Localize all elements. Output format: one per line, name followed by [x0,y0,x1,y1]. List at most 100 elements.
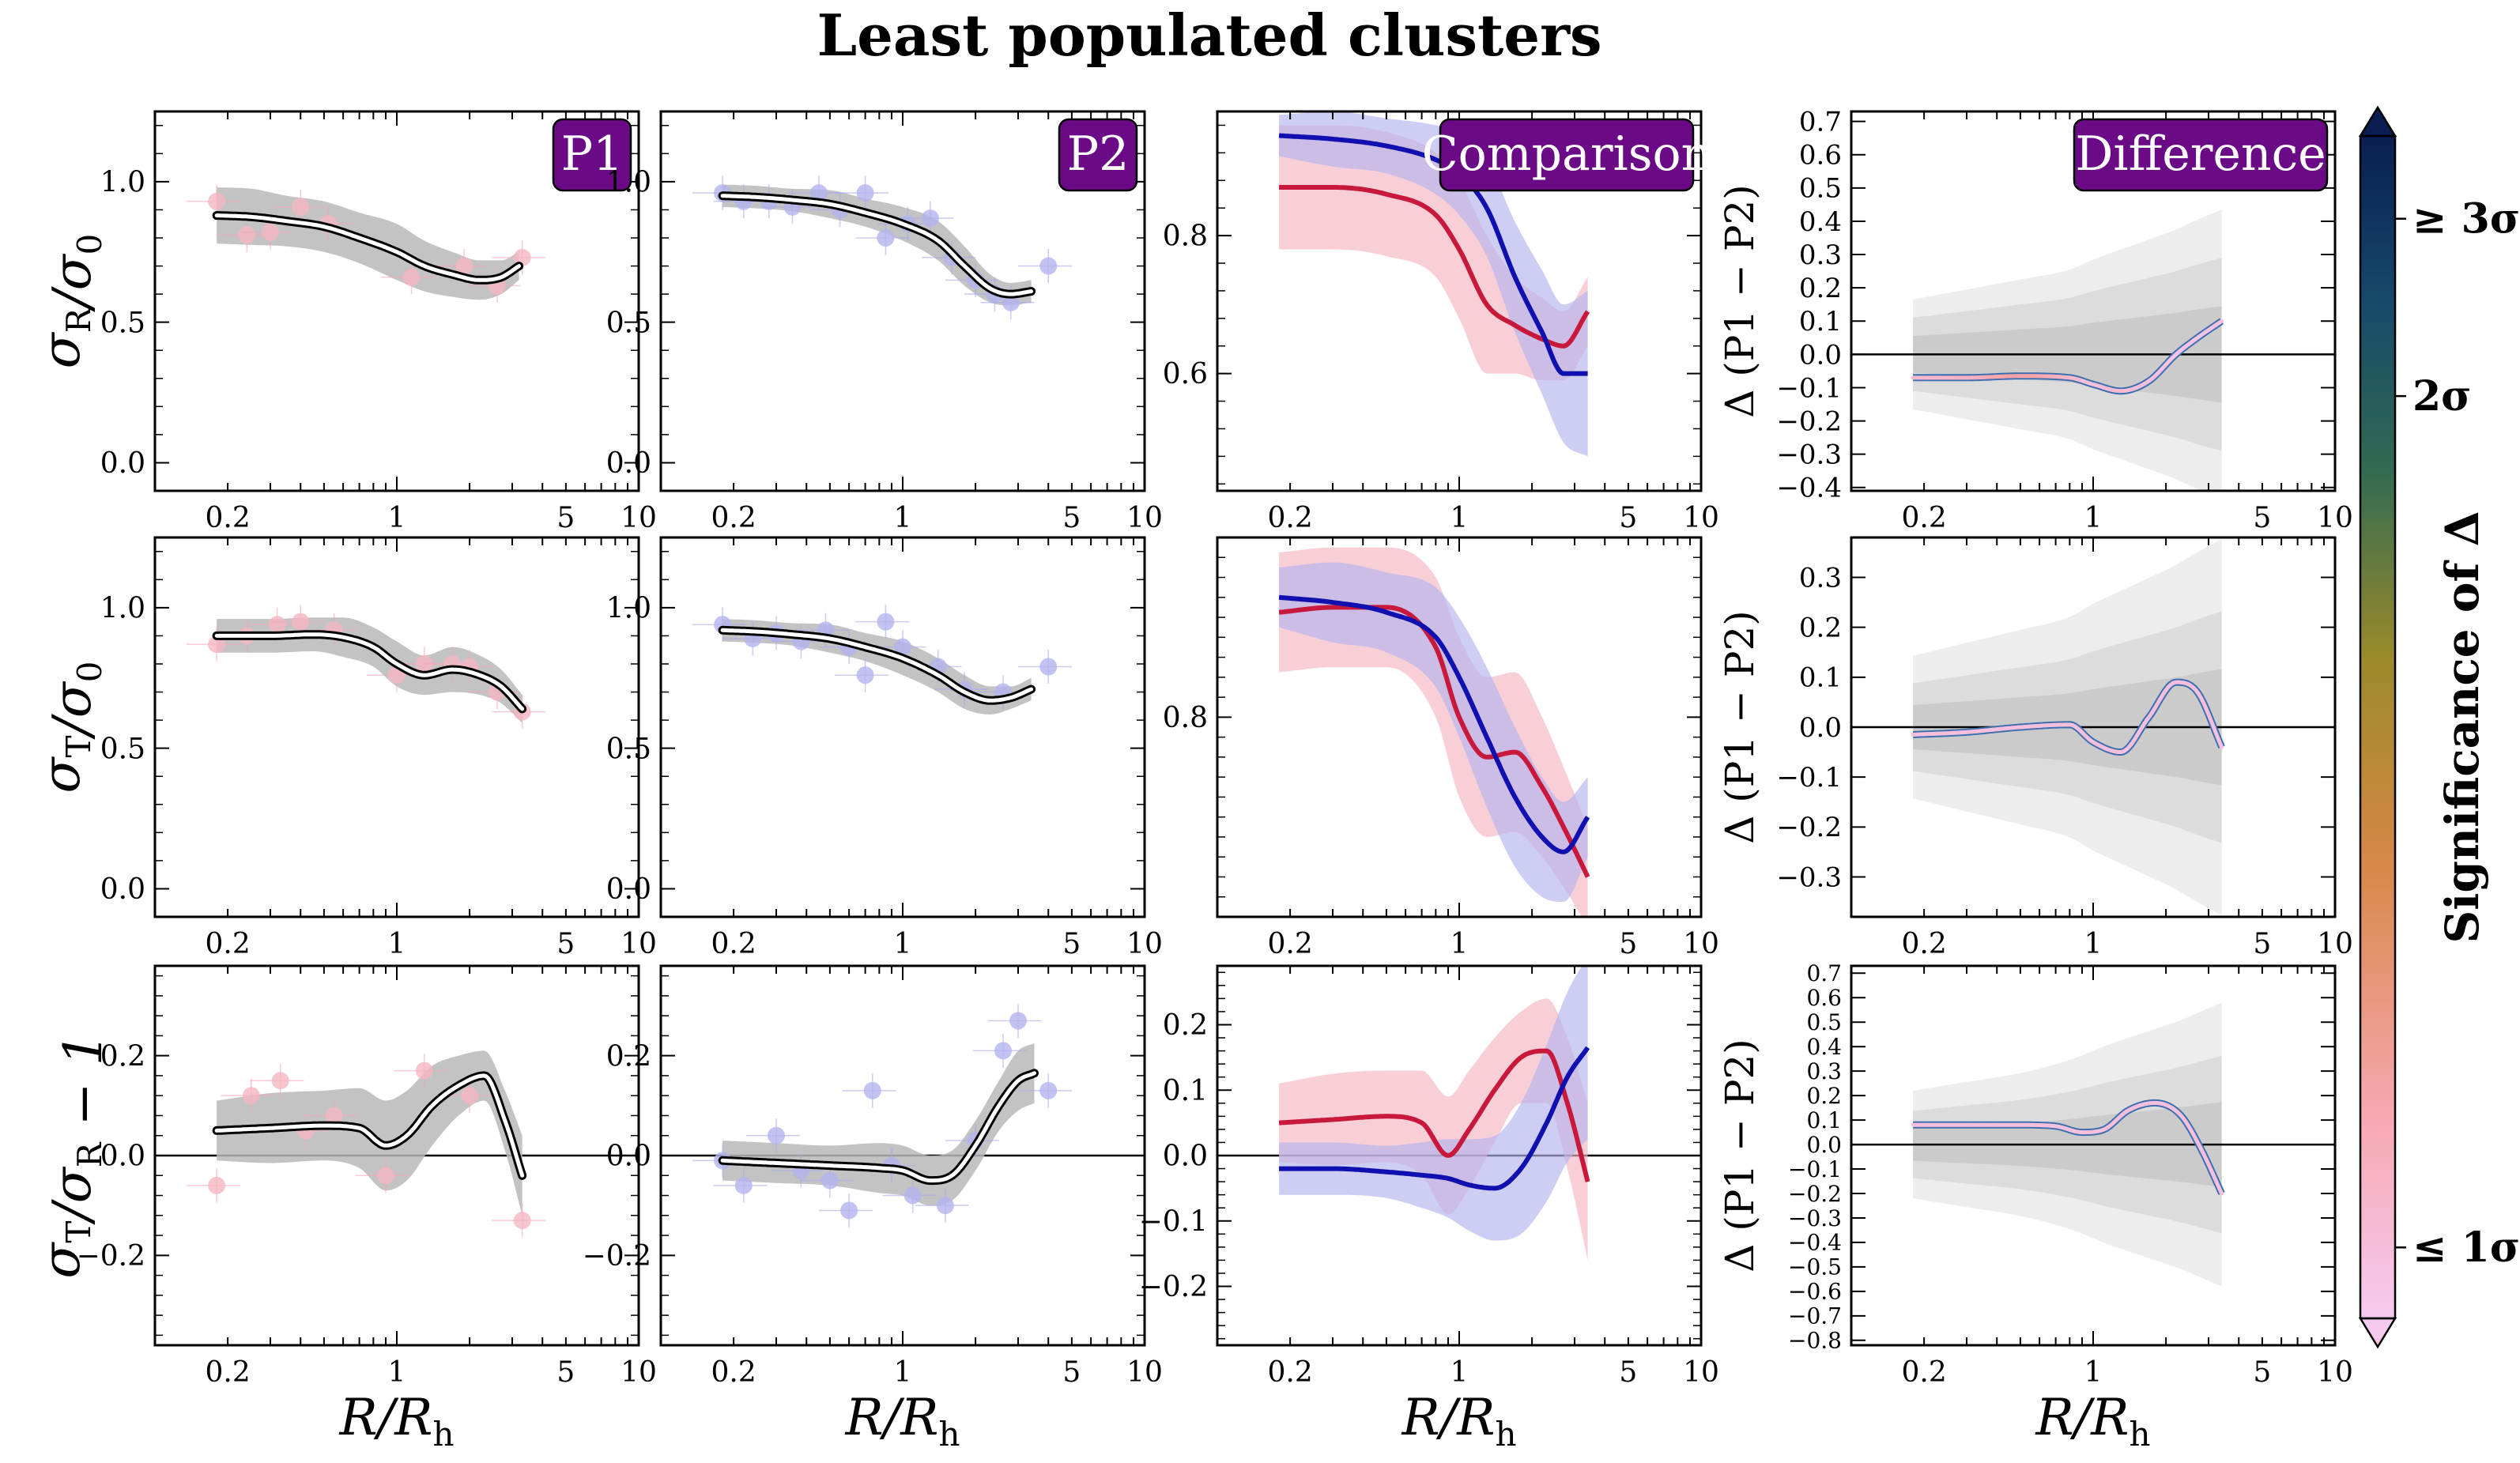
x-tick-label: 5 [1062,502,1081,534]
x-tick-label: 10 [621,928,657,960]
x-tick-label: 1 [2084,502,2103,534]
x-tick-label: 10 [2317,502,2353,534]
series-line-p1 [1279,185,1590,349]
y-tick-label: −0.1 [1139,1205,1208,1238]
panel-r1-c1: 0.2 1 5 10 0.0 0.5 1.0 [606,536,1163,960]
series-line-p1 [1278,605,1590,878]
data-point [376,1167,394,1185]
difference-ylabel: Δ (P1 − P2) [1717,610,1763,844]
data-point [877,229,895,247]
y-tick-label: 1.0 [606,166,651,198]
x-tick-label: 1 [2084,928,2103,960]
data-point [994,1042,1012,1060]
y-tick-label: 0.5 [100,307,145,339]
profile-line [214,1073,525,1178]
colorbar-label: Significance of Δ [2435,511,2489,943]
profile-line [720,1071,1036,1183]
difference-segment [2216,739,2224,749]
colorbar-extend-bottom [2358,1317,2397,1349]
x-tick-label: 10 [1683,928,1719,960]
plot-area [1278,547,1590,917]
data-point [455,257,473,275]
difference-segment [2216,319,2224,325]
x-tick-label: 10 [1683,502,1719,534]
x-tick-label: 1 [894,1356,912,1389]
y-tick-label: 0.0 [1806,1132,1842,1158]
figure-title: Least populated clusters [817,2,1601,69]
profile-line [214,632,525,711]
x-tick-label: 1 [894,928,912,960]
profile-line [720,194,1034,296]
data-point [840,1201,858,1220]
data-point [863,1081,881,1099]
colorbar-tick-label: ≥ 3σ [2412,195,2520,243]
panel-r1-c0: 0.2 1 5 10 0.0 0.5 1.0 [100,536,657,960]
difference-ylabel: Δ (P1 − P2) [1717,184,1763,418]
series-line-p2 [1278,133,1588,376]
y-tick-label: 1.0 [606,592,651,624]
x-tick-label: 5 [2253,928,2271,960]
series-line-p1 [1278,1048,1590,1182]
colorbar: ≤ 1σ 2σ ≥ 3σ Significance of Δ [2358,105,2520,1349]
data-point [856,666,874,684]
data-point [292,613,310,631]
y-tick-label: 0.8 [1163,702,1208,734]
data-point [238,226,256,244]
panel-r2-c0: 0.2 1 5 10 −0.2 0.0 0.2 R/Rh [77,964,657,1454]
y-tick-label: 0.5 [100,733,145,765]
x-tick-label: 5 [2253,502,2271,534]
x-tick-label: 5 [1062,1356,1081,1389]
y-tick-label: 0.0 [1163,1141,1208,1173]
panel-label-badge [1058,118,1138,192]
x-tick-label: 0.2 [1267,1356,1312,1389]
colorbar-frame [2359,134,2397,1320]
plot-area [155,1050,639,1238]
data-point [1039,1081,1058,1099]
x-axis-label: R/Rh [2035,1389,2151,1454]
y-tick-label: 0.1 [1799,306,1842,337]
y-tick-label: 1.0 [100,592,145,624]
x-tick-label: 0.2 [711,1356,756,1389]
y-tick-label: −0.2 [1776,812,1842,843]
y-tick-label: 1.0 [100,166,145,198]
data-point [856,184,874,202]
series-line-p2 [1278,594,1590,854]
y-tick-label: 0.0 [100,1141,145,1173]
plot-area [1851,1002,2335,1287]
y-tick-label: 0.7 [1799,107,1842,138]
profile-line [214,213,522,282]
y-tick-label: 0.5 [606,733,651,765]
y-tick-label: 0.0 [606,447,651,480]
plot-area [1217,966,1701,1261]
y-tick-label: 0.0 [100,873,145,906]
panel-r2-c2: 0.2 1 5 10 −0.2 −0.1 0.0 0.1 0.2 R/Rh [1139,964,1719,1454]
colorbar-tick-label: ≤ 1σ [2412,1224,2520,1272]
panel-label-text: Comparison [1422,126,1712,182]
x-tick-label: 1 [2084,1356,2103,1389]
data-point [271,1072,289,1090]
y-tick-label: 0.0 [1799,712,1842,744]
x-tick-label: 5 [1619,502,1637,534]
x-tick-label: 1 [894,502,912,534]
y-tick-label: −0.3 [1788,1205,1842,1231]
x-tick-label: 0.2 [711,502,756,534]
x-tick-label: 0.2 [205,928,250,960]
x-tick-label: 0.2 [1267,928,1312,960]
y-tick-label: 0.8 [1163,221,1208,253]
plot-area [186,605,546,730]
y-tick-label: −0.4 [1788,1230,1842,1256]
y-tick-label: 0.5 [606,307,651,339]
x-tick-label: 10 [2317,1356,2353,1389]
axes-frame [153,536,640,918]
row-ylabel: σT/σ0 [31,661,109,793]
x-axis-label: R/Rh [845,1389,960,1454]
panel-r0-c1: 0.2 1 5 10 0.0 0.5 1.0 P2 [606,110,1163,534]
x-tick-label: 5 [556,502,575,534]
y-tick-label: −0.1 [1788,1156,1842,1182]
x-tick-label: 0.2 [1267,502,1312,534]
data-point [877,613,895,631]
x-tick-label: 5 [556,1356,575,1389]
x-tick-label: 1 [388,928,406,960]
